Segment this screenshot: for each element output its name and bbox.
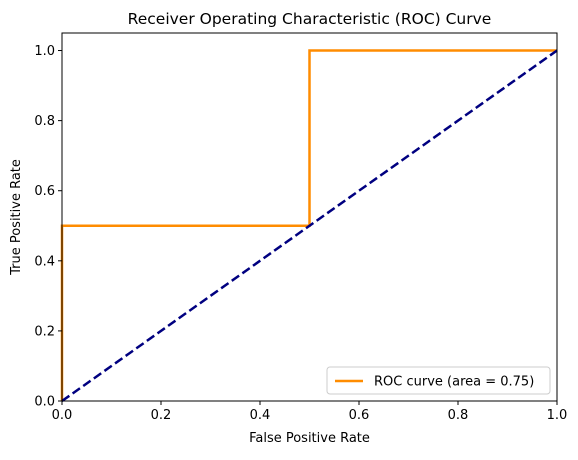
legend-label-roc: ROC curve (area = 0.75) bbox=[374, 375, 534, 390]
y-tick-label: 0.6 bbox=[34, 184, 55, 199]
x-tick-label: 0.8 bbox=[448, 408, 469, 423]
legend: ROC curve (area = 0.75) bbox=[326, 366, 551, 395]
plot-frame bbox=[61, 32, 558, 402]
chance-diagonal-line bbox=[61, 49, 558, 403]
x-tick-label: 1.0 bbox=[547, 408, 568, 423]
x-axis-label: False Positive Rate bbox=[249, 431, 370, 446]
y-axis-label: True Positive Rate bbox=[9, 159, 24, 276]
chart-title: Receiver Operating Characteristic (ROC) … bbox=[128, 10, 492, 28]
y-tick-label: 0.0 bbox=[34, 395, 55, 410]
y-tick-label: 0.4 bbox=[34, 254, 55, 269]
x-axis-ticks: 0.0 0.2 0.4 0.6 0.8 1.0 bbox=[52, 401, 568, 423]
y-tick-label: 0.8 bbox=[34, 114, 55, 129]
y-axis-ticks: 0.0 0.2 0.4 0.6 0.8 1.0 bbox=[34, 44, 62, 410]
x-tick-label: 0.2 bbox=[151, 408, 172, 423]
x-tick-label: 0.6 bbox=[349, 408, 370, 423]
y-tick-label: 0.2 bbox=[34, 324, 55, 339]
y-tick-label: 1.0 bbox=[34, 44, 55, 59]
legend-box bbox=[326, 366, 551, 395]
x-tick-label: 0.4 bbox=[250, 408, 271, 423]
x-tick-label: 0.0 bbox=[52, 408, 73, 423]
